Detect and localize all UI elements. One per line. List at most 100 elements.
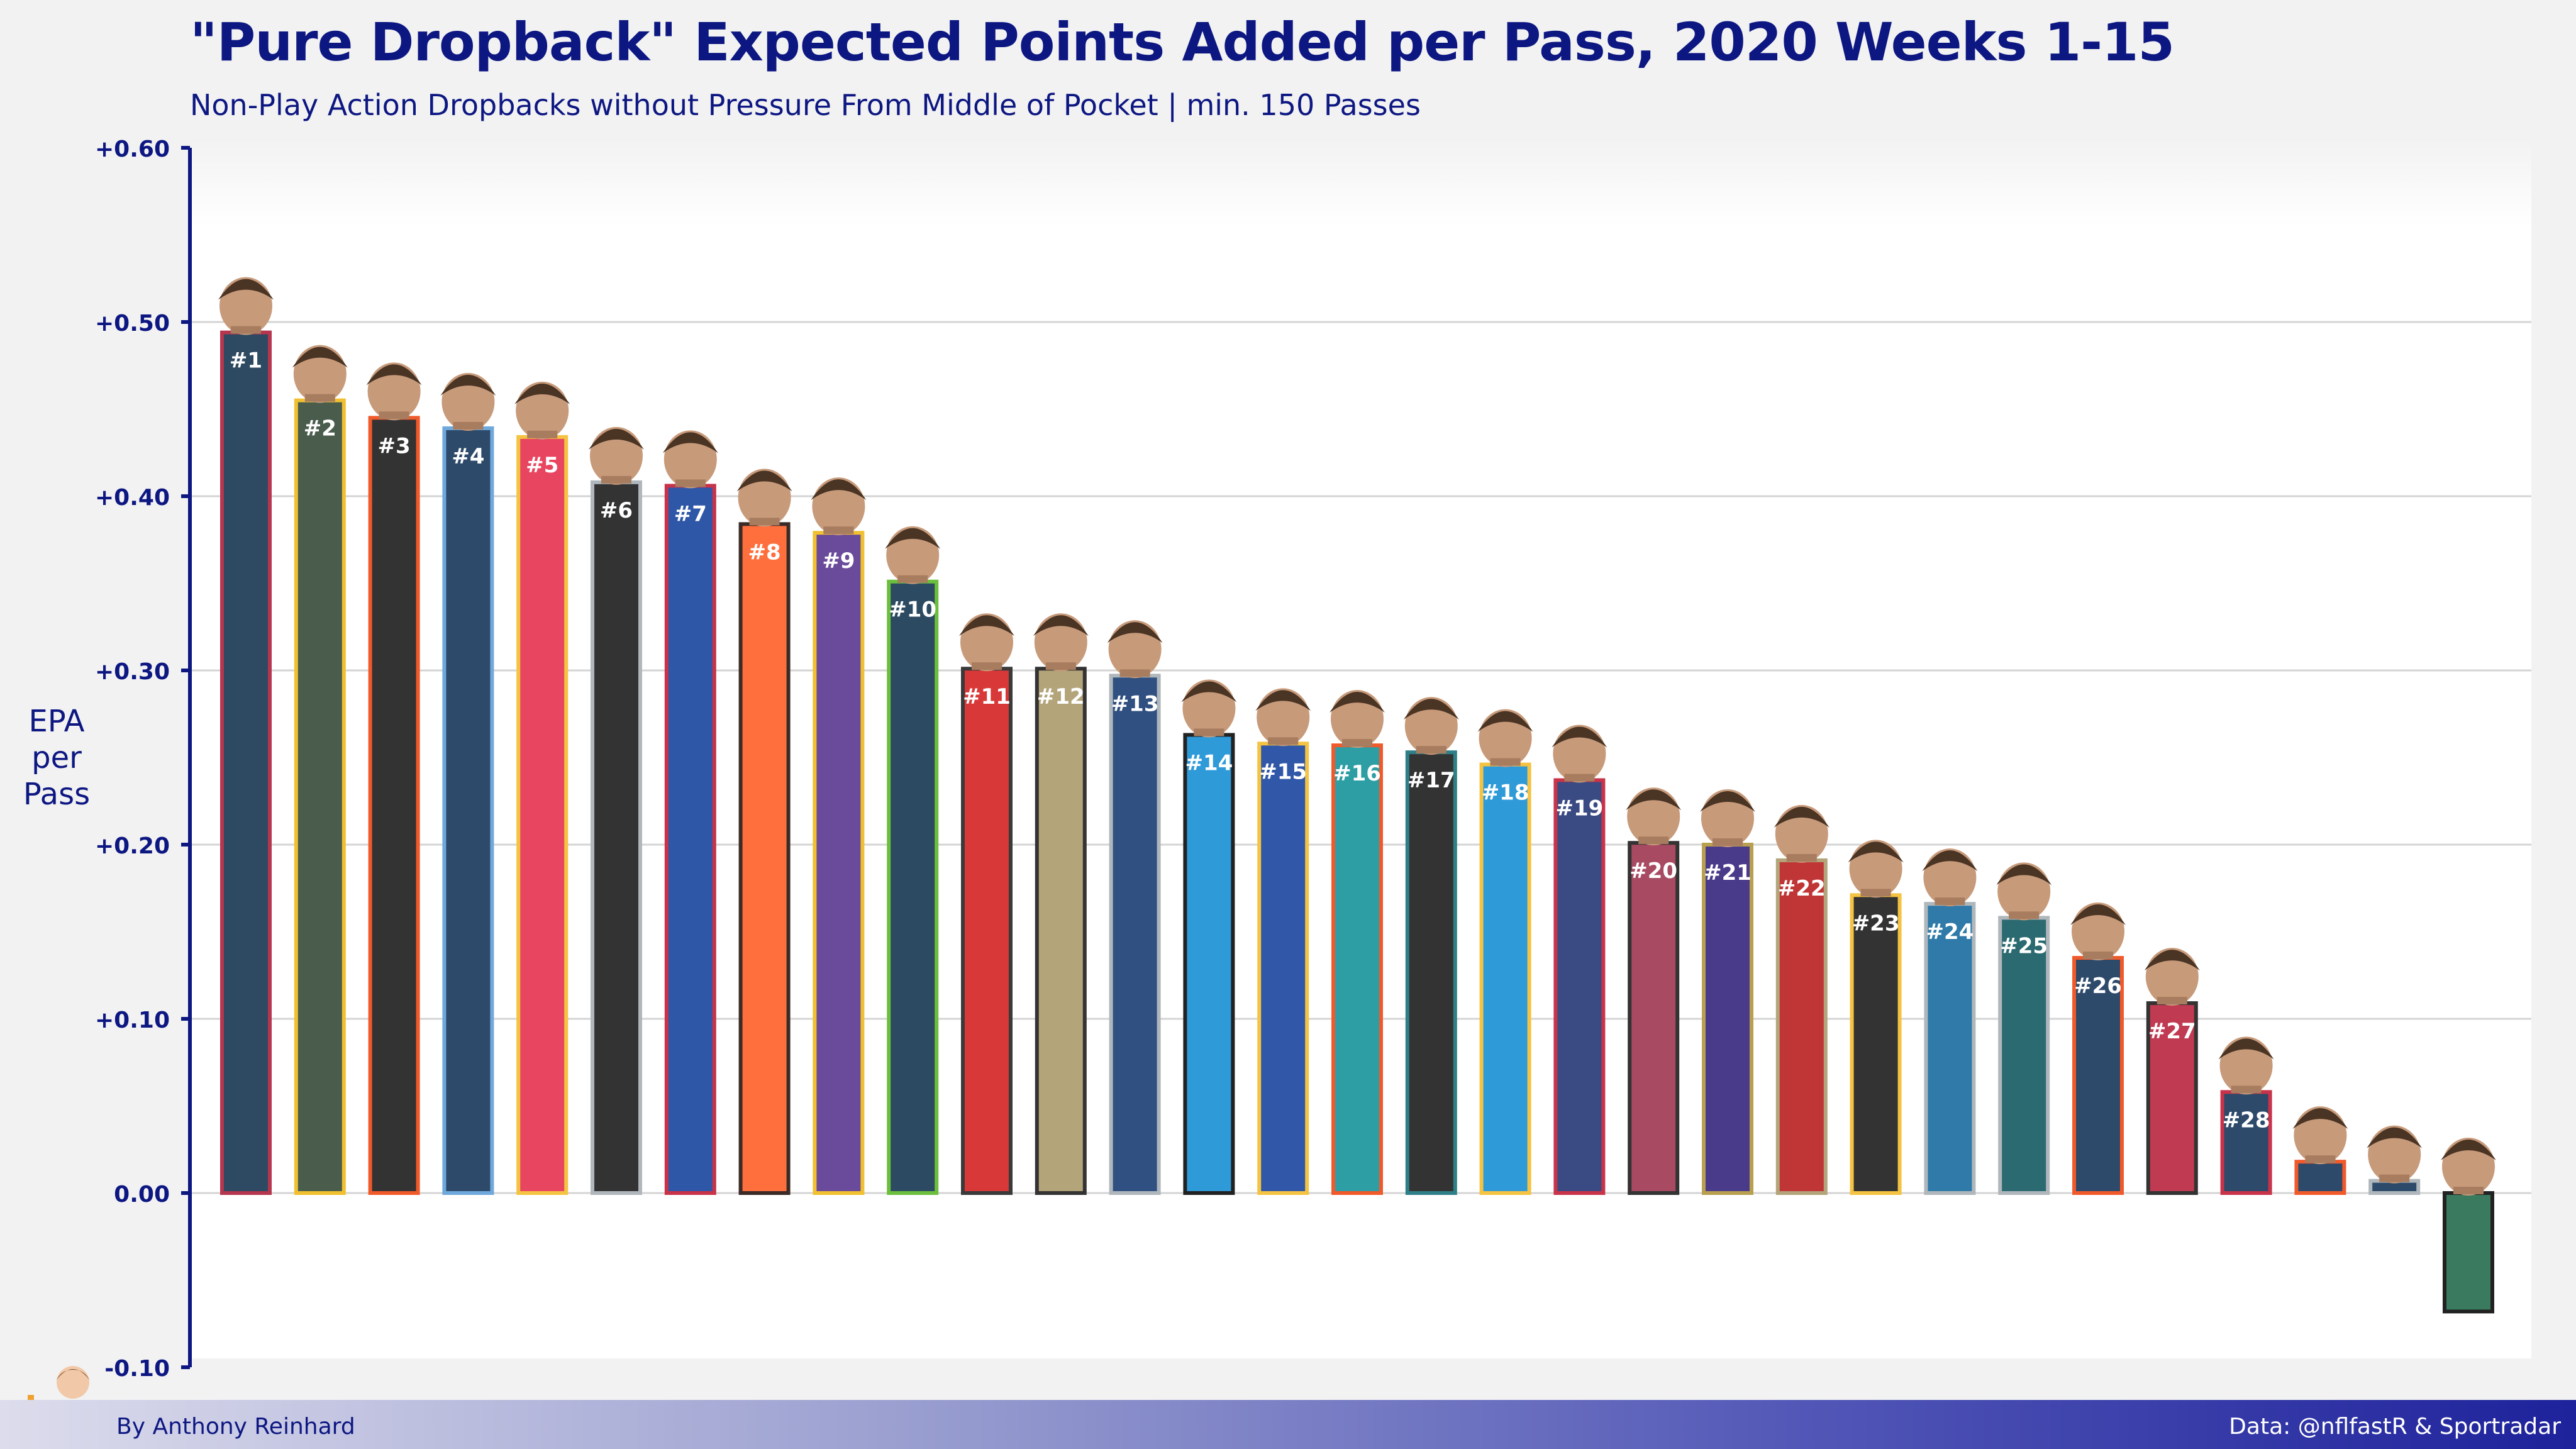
bars: #1 #2 #3 #4 #5 #6 #7 #8 #9 #10 #11 #12 #13 #14 #15 #16 #… [218, 277, 2496, 1314]
y-tick-label: +0.30 [95, 659, 170, 685]
player-neck [1564, 774, 1595, 782]
player-neck [2009, 911, 2040, 919]
y-tick-label: +0.20 [95, 833, 170, 859]
y-tick-label: -0.10 [104, 1356, 170, 1382]
y-axis-label: EPA per Pass [23, 704, 91, 812]
player-hair [1181, 681, 1237, 702]
bar [1405, 750, 1457, 1195]
bar [2146, 1001, 2198, 1195]
chart-title: "Pure Dropback" Expected Points Added pe… [190, 11, 2175, 73]
bar [1035, 667, 1087, 1195]
rank-label: #17 [1407, 768, 1455, 793]
bar-group: #21 [1700, 789, 1755, 1195]
rank-label: #1 [230, 348, 262, 374]
bar [1331, 743, 1383, 1195]
player-neck [1342, 739, 1372, 747]
rank-label: #16 [1333, 761, 1381, 786]
player-hair [2367, 1127, 2423, 1148]
player-hair [1848, 841, 1904, 863]
player-neck [1860, 889, 1891, 897]
bar [516, 435, 569, 1196]
bar [1924, 902, 1976, 1196]
plot-background-fade [192, 138, 2531, 226]
player-hair [292, 347, 348, 368]
player-hair [1255, 690, 1311, 711]
bar [1479, 762, 1531, 1195]
player-hair [811, 479, 867, 501]
player-hair [885, 528, 941, 549]
player-hair [366, 364, 422, 386]
rank-label: #27 [2148, 1019, 2196, 1044]
player-hair [1996, 864, 2052, 886]
player-neck [1119, 669, 1150, 677]
rank-label: #6 [600, 498, 633, 523]
player-neck [379, 411, 409, 419]
bar-group: #7 [662, 430, 718, 1195]
y-tick-label: +0.50 [95, 311, 170, 336]
player-neck [2157, 997, 2187, 1005]
rank-label: #18 [1482, 780, 1530, 806]
bar-group: #24 [1922, 848, 1978, 1196]
bar [368, 416, 420, 1195]
rank-label: #15 [1259, 759, 1307, 784]
player-neck [749, 518, 780, 526]
bar-chart: #1 #2 #3 #4 #5 #6 #7 #8 #9 #10 #11 #12 #13 #14 #15 #16 #… [95, 136, 2531, 1382]
player-hair [440, 374, 496, 396]
y-tick-label: 0.00 [114, 1182, 170, 1208]
bar-group: #16 [1330, 690, 1385, 1195]
player-hair [1107, 622, 1163, 643]
bar [1850, 893, 1902, 1195]
rank-label: #8 [748, 540, 781, 565]
rank-label: #13 [1111, 691, 1159, 716]
bar [1257, 741, 1309, 1195]
bar [1553, 778, 1606, 1195]
player-neck [823, 526, 854, 535]
bar-group: #17 [1403, 697, 1459, 1195]
chart-subtitle: Non-Play Action Dropbacks without Pressu… [190, 88, 1421, 122]
player-hair [1403, 699, 1459, 720]
bar [1109, 674, 1161, 1196]
y-tick-label: +0.10 [95, 1008, 170, 1033]
player-hair [2292, 1108, 2348, 1130]
rank-label: #24 [1926, 919, 1974, 945]
player-neck [1638, 836, 1669, 845]
y-tick-label: +0.40 [95, 485, 170, 511]
bar-group: #23 [1848, 840, 1904, 1195]
y-tick-label: +0.60 [95, 136, 170, 162]
bar-group: #5 [514, 381, 570, 1196]
bar-group: #27 [2144, 948, 2200, 1195]
bar-group: #15 [1255, 688, 1311, 1195]
bar-group: #25 [1996, 862, 2052, 1195]
bar-group: #12 [1033, 613, 1089, 1195]
bar-group: #3 [366, 362, 422, 1195]
player-neck [1194, 728, 1224, 736]
rank-label: #22 [1778, 876, 1826, 901]
bar-group [2292, 1106, 2348, 1196]
player-hair [1033, 615, 1089, 636]
player-neck [453, 421, 484, 430]
player-hair [2218, 1038, 2274, 1060]
rank-label: #3 [378, 433, 411, 458]
player-hair [736, 470, 792, 492]
player-neck [1490, 758, 1521, 766]
rank-label: #20 [1629, 858, 1677, 884]
player-neck [1935, 897, 1965, 906]
bar [887, 579, 939, 1195]
rank-label: #21 [1704, 860, 1752, 886]
bar [591, 480, 642, 1196]
rank-label: #2 [304, 416, 336, 441]
bar [294, 398, 346, 1195]
player-neck [897, 575, 928, 583]
bar-group: #8 [736, 469, 792, 1196]
bar [961, 667, 1013, 1195]
player-neck [1786, 853, 1817, 862]
bar-group: #19 [1552, 724, 1607, 1195]
bar [738, 522, 791, 1196]
bar [442, 426, 494, 1195]
player-hair [959, 615, 1014, 636]
bar [1775, 858, 1828, 1196]
rank-label: #26 [2074, 974, 2122, 999]
bar-group: #11 [959, 613, 1014, 1195]
y-axis: -0.10 0.00 +0.10 +0.20 +0.30 +0.40 +0.50 +0.60 [95, 136, 192, 1382]
bar-group: #4 [440, 372, 496, 1195]
